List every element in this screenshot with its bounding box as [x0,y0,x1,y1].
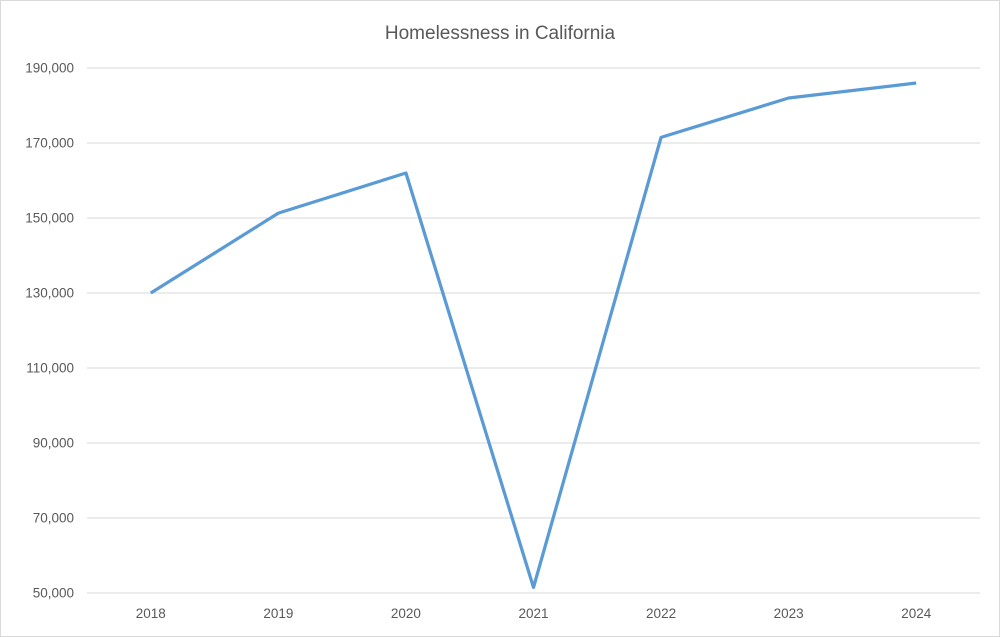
x-axis-tick-label: 2023 [774,606,804,621]
y-axis-labels: 50,000 70,000 90,000 110,000 130,000 150,000 1… [25,61,74,601]
x-axis-tick-label: 2018 [136,606,166,621]
x-axis-tick-label: 2024 [901,606,932,621]
x-axis-tick-label: 2020 [391,606,421,621]
x-axis-tick-label: 2021 [518,606,548,621]
chart-title: Homelessness in California [385,23,616,44]
y-axis-tick-label: 110,000 [26,361,74,376]
y-axis-tick-label: 90,000 [33,436,74,451]
y-axis-tick-label: 50,000 [33,586,74,601]
y-axis-tick-label: 70,000 [33,511,74,526]
gridlines [87,67,980,594]
x-axis-tick-label: 2022 [646,606,676,621]
y-axis-tick-label: 130,000 [25,286,74,301]
data-series-line [149,81,917,589]
x-axis-labels: 2018 2019 2020 2021 2022 2023 2024 [136,606,932,621]
y-axis-tick-label: 190,000 [25,61,74,76]
x-axis-tick-label: 2019 [263,606,293,621]
y-axis-tick-label: 150,000 [25,211,74,226]
y-axis-tick-label: 170,000 [25,136,74,151]
